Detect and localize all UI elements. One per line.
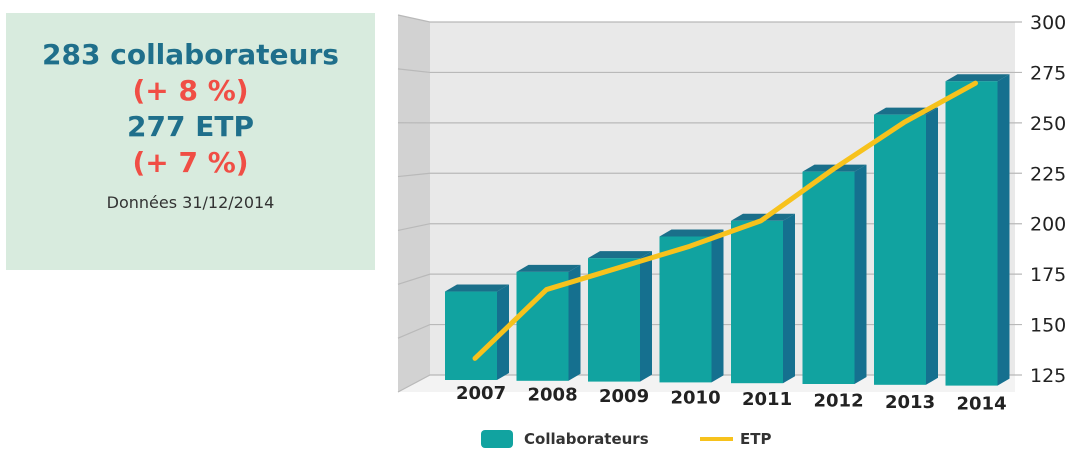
bar-top bbox=[588, 251, 652, 259]
legend-label-etp: ETP bbox=[740, 430, 771, 448]
bar bbox=[588, 251, 652, 382]
etp-line bbox=[472, 80, 978, 361]
x-category-label: 2013 bbox=[885, 392, 935, 413]
x-category-label: 2010 bbox=[671, 388, 721, 409]
y-tick-label: 200 bbox=[1030, 214, 1066, 236]
x-category-label: 2009 bbox=[599, 386, 649, 407]
bar-side bbox=[568, 264, 581, 381]
fte-growth: (+ 7 %) bbox=[132, 146, 249, 179]
x-axis-labels: 2007 2008 2009 2010 2011 2012 2013 2014 bbox=[456, 383, 1007, 415]
y-tick-label: 250 bbox=[1030, 113, 1066, 135]
legend-label-collaborateurs: Collaborateurs bbox=[524, 430, 649, 448]
gridline bbox=[397, 14, 1022, 23]
headcount-total: 283 collaborateurs bbox=[42, 38, 339, 71]
bar-front bbox=[874, 114, 926, 385]
bar-side bbox=[783, 213, 795, 384]
bar bbox=[802, 164, 867, 384]
bar-top bbox=[516, 264, 581, 272]
bar-top bbox=[445, 284, 509, 292]
summary-panel: 283 collaborateurs (+ 8 %) 277 ETP (+ 7 … bbox=[6, 13, 375, 270]
data-date: Données 31/12/2014 bbox=[106, 193, 275, 212]
x-category-label: 2007 bbox=[456, 383, 506, 404]
bar-side bbox=[640, 251, 652, 382]
etp-line-layer bbox=[472, 80, 978, 361]
y-tick-label: 225 bbox=[1030, 163, 1066, 185]
y-axis-ticks: 125 150 175 200 225 250 275 300 bbox=[1030, 12, 1066, 387]
side-wall bbox=[398, 15, 430, 392]
bar-front bbox=[445, 291, 497, 380]
bar-top bbox=[945, 74, 1010, 82]
y-tick-label: 175 bbox=[1030, 264, 1066, 286]
bars bbox=[445, 74, 1010, 386]
bar bbox=[445, 284, 509, 380]
legend-swatch-collaborateurs bbox=[481, 430, 513, 448]
bar-front bbox=[945, 81, 998, 386]
x-category-label: 2011 bbox=[742, 389, 792, 410]
bar-front bbox=[659, 236, 712, 383]
y-tick-label: 300 bbox=[1030, 12, 1066, 34]
bar bbox=[874, 107, 938, 385]
x-category-label: 2012 bbox=[814, 391, 864, 412]
bar-side bbox=[854, 164, 867, 384]
y-tick-label: 125 bbox=[1030, 365, 1066, 387]
gridline bbox=[397, 68, 1022, 74]
x-category-label: 2014 bbox=[957, 394, 1007, 415]
bar-top bbox=[659, 229, 724, 237]
x-category-label: 2008 bbox=[528, 385, 578, 406]
bar-side bbox=[997, 74, 1010, 386]
bar-side bbox=[711, 229, 724, 383]
fte-total: 277 ETP bbox=[127, 110, 254, 143]
bar bbox=[659, 229, 724, 383]
bar bbox=[516, 264, 581, 381]
bar-front bbox=[802, 171, 855, 384]
legend: Collaborateurs ETP bbox=[481, 430, 771, 448]
headcount-growth: (+ 8 %) bbox=[132, 74, 249, 107]
bar-front bbox=[588, 258, 640, 382]
bar bbox=[731, 213, 795, 384]
y-tick-label: 150 bbox=[1030, 315, 1066, 337]
bar-side bbox=[926, 107, 938, 385]
y-tick-label: 275 bbox=[1030, 62, 1066, 84]
bar-front bbox=[731, 220, 783, 384]
bar-front bbox=[516, 271, 569, 381]
bar bbox=[945, 74, 1010, 386]
